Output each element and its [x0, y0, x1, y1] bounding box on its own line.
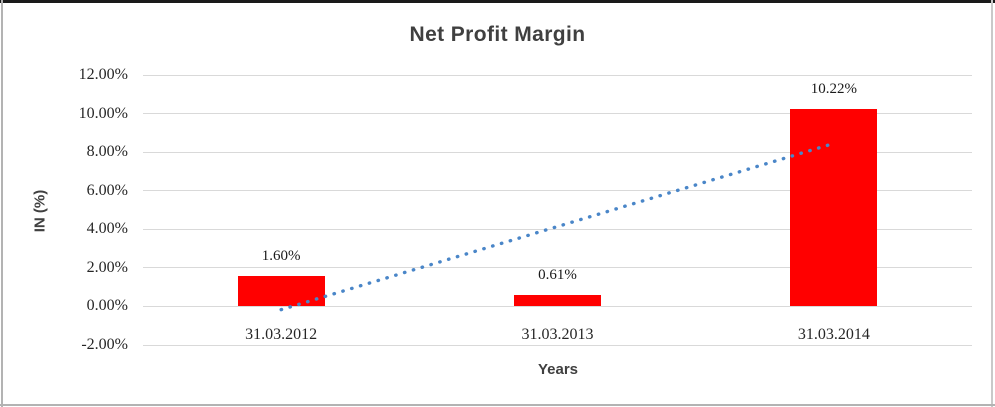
bar [514, 294, 601, 307]
gridline [143, 113, 972, 115]
x-axis-title: Years [537, 361, 579, 378]
chart-border-top [0, 0, 995, 3]
y-tick-label: 2.00% [86, 258, 128, 276]
bar [237, 275, 325, 307]
bar-data-label: 1.60% [261, 247, 301, 264]
y-tick-label: 4.00% [86, 220, 128, 238]
chart-title: Net Profit Margin [409, 23, 586, 46]
chart-border-left [1, 0, 3, 407]
y-tick-label: 6.00% [86, 181, 128, 199]
chart-border-right [991, 0, 993, 407]
bar-data-label: 10.22% [810, 81, 857, 98]
bar-data-label: 0.61% [538, 266, 577, 283]
x-category-label: 31.03.2014 [797, 326, 870, 344]
y-tick-label: 10.00% [78, 104, 128, 122]
x-category-label: 31.03.2013 [521, 326, 594, 344]
chart-border-bottom [0, 404, 995, 406]
gridline [143, 74, 972, 76]
gridline [143, 344, 972, 346]
y-tick-label: 8.00% [86, 143, 128, 161]
y-tick-label: -2.00% [81, 336, 128, 353]
x-category-label: 31.03.2012 [245, 326, 318, 344]
bar [790, 109, 878, 307]
y-tick-label: 0.00% [86, 297, 128, 315]
y-tick-label: 12.00% [78, 66, 128, 83]
